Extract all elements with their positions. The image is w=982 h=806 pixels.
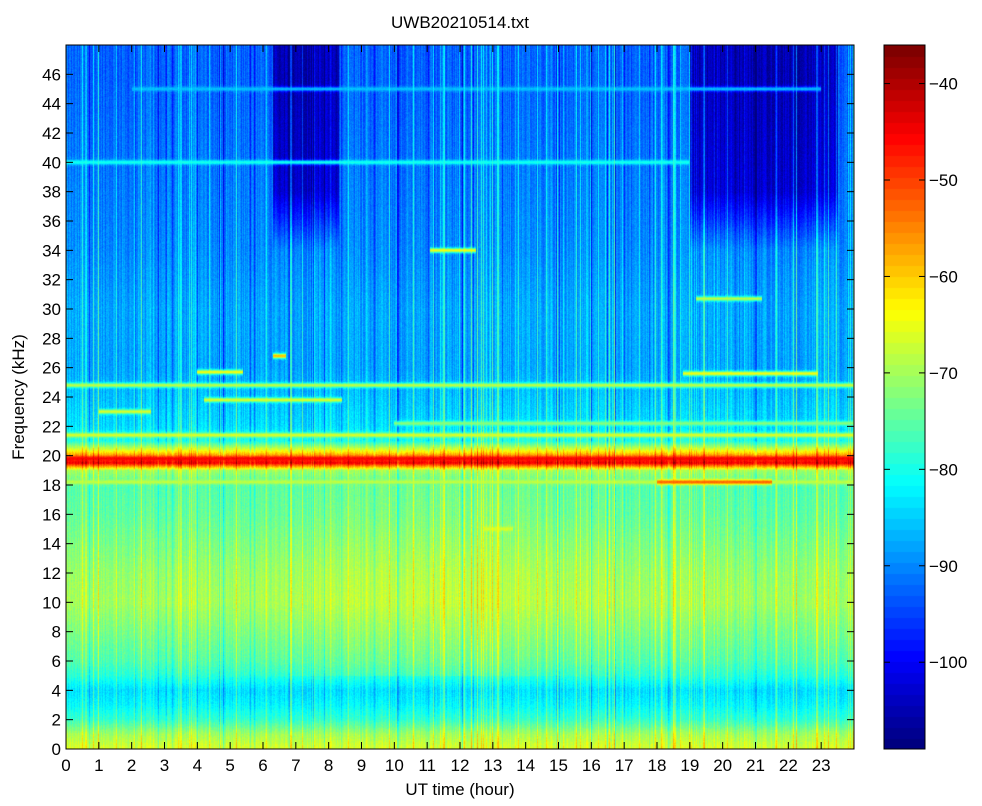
y-tick-label: 32 — [42, 271, 61, 290]
y-tick-label: 46 — [42, 65, 61, 84]
x-tick-label: 7 — [291, 756, 300, 775]
y-axis-label: Frequency (kHz) — [9, 334, 28, 460]
y-tick-label: 36 — [42, 212, 61, 231]
y-tick-label: 8 — [52, 623, 61, 642]
y-tick-label: 4 — [52, 681, 61, 700]
y-tick-label: 12 — [42, 564, 61, 583]
x-tick-label: 21 — [746, 756, 765, 775]
y-tick-label: 44 — [42, 95, 61, 114]
x-tick-label: 19 — [680, 756, 699, 775]
x-tick-label: 14 — [516, 756, 535, 775]
colorbar-tick-label: −50 — [929, 171, 958, 190]
plot-area — [65, 44, 855, 750]
y-axis: 0246810121416182022242628303234363840424… — [42, 65, 854, 759]
x-tick-label: 12 — [451, 756, 470, 775]
y-tick-label: 28 — [42, 329, 61, 348]
x-tick-label: 13 — [483, 756, 502, 775]
x-tick-label: 17 — [615, 756, 634, 775]
x-tick-label: 11 — [418, 756, 436, 775]
y-tick-label: 2 — [52, 711, 61, 730]
y-tick-label: 40 — [42, 153, 61, 172]
y-tick-label: 30 — [42, 300, 61, 319]
colorbar-tick-label: −80 — [929, 460, 958, 479]
colorbar-frame — [883, 44, 926, 750]
x-tick-label: 16 — [582, 756, 601, 775]
y-tick-label: 24 — [42, 388, 61, 407]
x-tick-label: 4 — [193, 756, 202, 775]
y-tick-label: 22 — [42, 417, 61, 436]
x-tick-label: 6 — [258, 756, 267, 775]
x-tick-label: 10 — [385, 756, 404, 775]
colorbar: −40 −50 −60 −70 −80 −90 −100 — [883, 44, 967, 750]
y-tick-label: 26 — [42, 359, 61, 378]
colorbar-tick-label: −100 — [929, 653, 967, 672]
y-tick-label: 34 — [42, 241, 61, 260]
x-tick-label: 0 — [61, 756, 70, 775]
x-tick-label: 1 — [94, 756, 103, 775]
x-tick-label: 9 — [357, 756, 366, 775]
y-tick-label: 14 — [42, 535, 61, 554]
colorbar-tick-label: −90 — [929, 557, 958, 576]
x-tick-label: 2 — [127, 756, 136, 775]
y-tick-label: 18 — [42, 476, 61, 495]
y-tick-label: 10 — [42, 593, 61, 612]
y-tick-label: 42 — [42, 124, 61, 143]
x-axis: 0 1 2 3 4 5 6 7 8 9 10 11 12 13 14 15 16 17 18 19 20 21 22 23 — [61, 45, 831, 775]
colorbar-gradient — [884, 45, 925, 749]
x-tick-label: 15 — [549, 756, 568, 775]
x-axis-label: UT time (hour) — [405, 780, 514, 799]
x-tick-label: 5 — [225, 756, 234, 775]
x-tick-label: 23 — [812, 756, 831, 775]
y-tick-label: 38 — [42, 183, 61, 202]
x-tick-label: 3 — [160, 756, 169, 775]
x-tick-label: 22 — [779, 756, 798, 775]
colorbar-tick-label: −70 — [929, 364, 958, 383]
x-tick-label: 20 — [713, 756, 732, 775]
y-tick-label: 6 — [52, 652, 61, 671]
colorbar-tick-label: −40 — [929, 75, 958, 94]
colorbar-ticks: −40 −50 −60 −70 −80 −90 −100 — [884, 75, 967, 672]
spectrogram-heatmap — [66, 45, 854, 749]
y-tick-label: 0 — [52, 740, 61, 759]
colorbar-tick-label: −60 — [929, 267, 958, 286]
chart-title: UWB20210514.txt — [391, 13, 529, 32]
y-tick-label: 16 — [42, 505, 61, 524]
y-tick-label: 20 — [42, 447, 61, 466]
x-tick-label: 8 — [324, 756, 333, 775]
x-tick-label: 18 — [648, 756, 667, 775]
